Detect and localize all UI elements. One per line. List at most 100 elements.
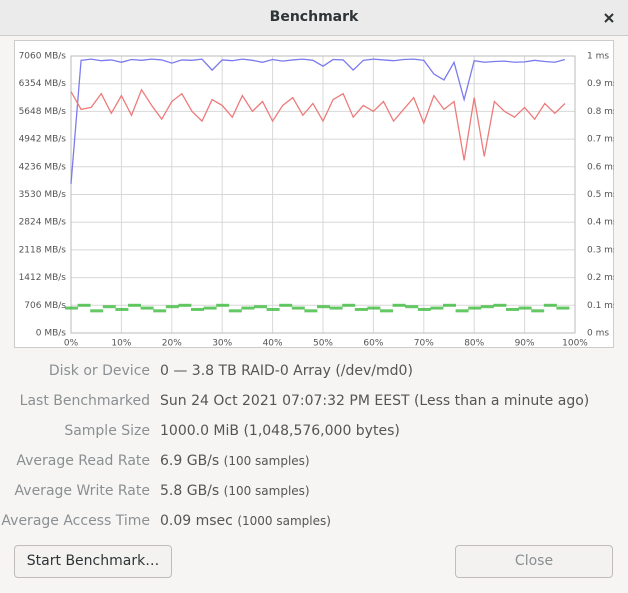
y2-tick-label: 1 ms bbox=[587, 52, 609, 62]
access-point bbox=[216, 303, 230, 307]
access-point bbox=[531, 309, 545, 313]
x-tick-label: 20% bbox=[162, 339, 182, 349]
detail-value: Sun 24 Oct 2021 07:07:32 PM EEST (Less t… bbox=[160, 393, 590, 409]
access-point bbox=[380, 309, 393, 313]
y-tick-label: 4236 MB/s bbox=[19, 162, 67, 172]
access-point bbox=[115, 307, 129, 311]
access-point bbox=[266, 307, 280, 311]
access-point bbox=[65, 306, 78, 310]
access-point bbox=[279, 303, 293, 307]
plot-border bbox=[70, 55, 576, 334]
access-point bbox=[455, 309, 469, 313]
x-tick-label: 100% bbox=[562, 339, 588, 349]
y-tick-label: 2118 MB/s bbox=[19, 245, 67, 255]
detail-note: (100 samples) bbox=[223, 454, 310, 468]
close-button[interactable]: Close bbox=[455, 545, 613, 578]
y2-tick-label: 0.6 ms bbox=[587, 162, 614, 172]
detail-value: 0.09 msec bbox=[160, 513, 233, 529]
chart: 0 MB/s 706 MB/s 1412 MB/s 2118 MB/s 2824 MB/… bbox=[14, 40, 614, 348]
access-point bbox=[291, 306, 305, 310]
access-point bbox=[480, 305, 494, 309]
x-tick-label: 50% bbox=[313, 339, 333, 349]
access-point bbox=[367, 306, 381, 310]
access-point bbox=[317, 305, 330, 309]
window-title: Benchmark bbox=[269, 9, 359, 25]
x-tick-label: 30% bbox=[212, 339, 232, 349]
x-tick-label: 80% bbox=[464, 339, 484, 349]
close-icon[interactable] bbox=[604, 13, 614, 23]
y2-tick-label: 0.4 ms bbox=[587, 218, 614, 228]
detail-value-group: 5.8 GB/s (100 samples) bbox=[160, 483, 310, 499]
access-point bbox=[165, 305, 179, 309]
start-button[interactable]: Start Benchmark… bbox=[14, 545, 172, 578]
access-point bbox=[228, 309, 242, 313]
y2-tick-label: 0 ms bbox=[587, 329, 609, 339]
detail-label: Last Benchmarked bbox=[19, 393, 150, 409]
detail-value: 0 — 3.8 TB RAID-0 Array (/dev/md0) bbox=[160, 363, 413, 379]
title-bar: Benchmark bbox=[0, 0, 628, 36]
access-point bbox=[430, 306, 444, 310]
y2-tick-label: 0.5 ms bbox=[587, 190, 614, 200]
access-point bbox=[153, 309, 167, 313]
access-point bbox=[493, 303, 507, 307]
detail-value-group: Sun 24 Oct 2021 07:07:32 PM EEST (Less t… bbox=[160, 393, 589, 409]
access-point bbox=[354, 307, 368, 311]
detail-note: (1000 samples) bbox=[237, 514, 331, 528]
detail-row: Average Write Rate 5.8 GB/s (100 samples) bbox=[0, 483, 628, 505]
detail-value-group: 0.09 msec (1000 samples) bbox=[160, 513, 331, 529]
y-tick-label: 5648 MB/s bbox=[19, 107, 67, 117]
detail-label: Average Write Rate bbox=[14, 483, 150, 499]
x-tick-label: 90% bbox=[515, 339, 535, 349]
detail-value-group: 0 — 3.8 TB RAID-0 Array (/dev/md0) bbox=[160, 363, 413, 379]
access-point bbox=[140, 306, 154, 310]
y-tick-label: 4942 MB/s bbox=[19, 135, 67, 145]
y-tick-label: 706 MB/s bbox=[24, 301, 66, 311]
access-point bbox=[254, 305, 267, 309]
x-tick-label: 40% bbox=[263, 339, 283, 349]
x-tick-label: 70% bbox=[414, 339, 434, 349]
access-point bbox=[128, 303, 141, 307]
detail-label: Average Access Time bbox=[1, 513, 150, 529]
detail-row: Average Read Rate 6.9 GB/s (100 samples) bbox=[0, 453, 628, 475]
access-point bbox=[518, 306, 532, 310]
data-line bbox=[70, 88, 566, 161]
access-point bbox=[543, 303, 557, 307]
y2-tick-label: 0.3 ms bbox=[587, 245, 614, 255]
access-point bbox=[468, 306, 482, 310]
access-point bbox=[506, 307, 519, 311]
y-tick-label: 2824 MB/s bbox=[19, 218, 67, 228]
y-tick-label: 6354 MB/s bbox=[19, 79, 67, 89]
access-point bbox=[102, 305, 116, 309]
access-point bbox=[443, 303, 456, 307]
detail-label: Average Read Rate bbox=[16, 453, 150, 469]
detail-label: Disk or Device bbox=[48, 363, 150, 379]
access-point bbox=[392, 303, 406, 307]
y2-tick-label: 0.1 ms bbox=[587, 301, 614, 311]
y2-tick-label: 0.2 ms bbox=[587, 273, 614, 283]
x-tick-label: 10% bbox=[111, 339, 131, 349]
detail-row: Disk or Device 0 — 3.8 TB RAID-0 Array (/… bbox=[0, 363, 628, 385]
access-point bbox=[329, 306, 343, 310]
access-point bbox=[178, 303, 192, 307]
y-tick-label: 7060 MB/s bbox=[19, 52, 67, 62]
x-tick-label: 60% bbox=[363, 339, 383, 349]
detail-value: 6.9 GB/s bbox=[160, 453, 220, 469]
access-point bbox=[77, 303, 91, 307]
detail-row: Average Access Time 0.09 msec (1000 sampl… bbox=[0, 513, 628, 535]
detail-value-group: 1000.0 MiB (1,048,576,000 bytes) bbox=[160, 423, 400, 439]
access-point bbox=[405, 305, 419, 309]
detail-value-group: 6.9 GB/s (100 samples) bbox=[160, 453, 310, 469]
detail-row: Sample Size 1000.0 MiB (1,048,576,000 byt… bbox=[0, 423, 628, 445]
access-point bbox=[304, 309, 318, 313]
access-point bbox=[191, 307, 204, 311]
access-point bbox=[203, 306, 217, 310]
detail-row: Last Benchmarked Sun 24 Oct 2021 07:07:32… bbox=[0, 393, 628, 415]
access-point bbox=[342, 303, 356, 307]
y-tick-label: 0 MB/s bbox=[36, 329, 67, 339]
y2-tick-label: 0.7 ms bbox=[587, 135, 614, 145]
y2-tick-label: 0.9 ms bbox=[587, 79, 614, 89]
access-point bbox=[556, 306, 570, 310]
detail-note: (100 samples) bbox=[223, 484, 310, 498]
detail-value: 5.8 GB/s bbox=[160, 483, 220, 499]
